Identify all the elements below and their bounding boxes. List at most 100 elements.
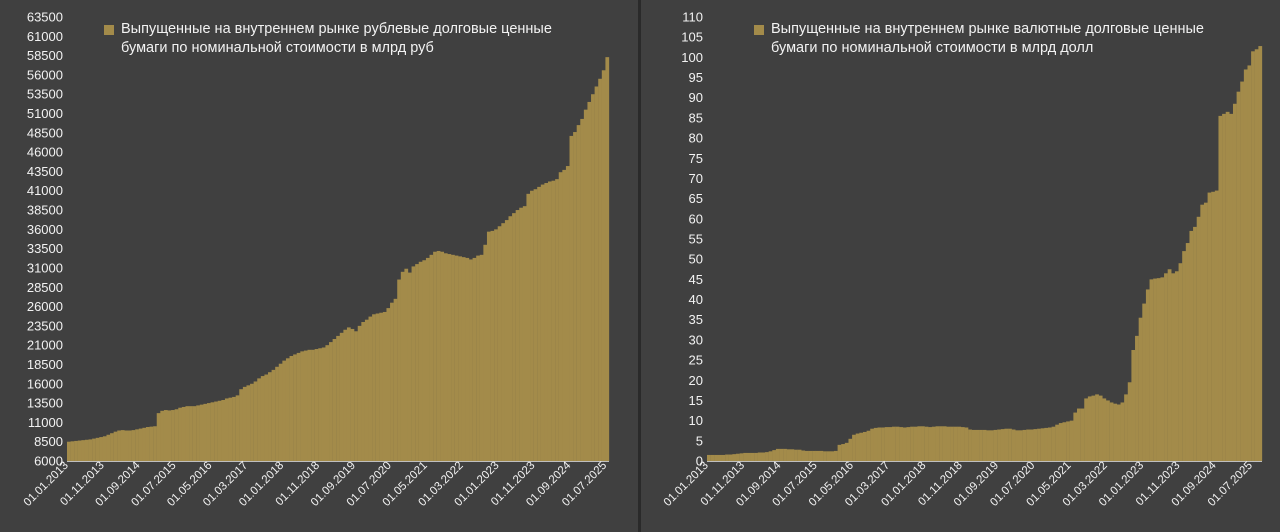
bar — [454, 255, 459, 461]
bar — [743, 452, 748, 461]
bar — [145, 427, 150, 461]
bar — [728, 454, 733, 461]
bar — [1113, 403, 1118, 461]
legend-rub: Выпущенные на внутреннем рынке рублевые … — [104, 20, 591, 58]
bar — [917, 426, 922, 461]
bar — [1127, 382, 1132, 461]
bar — [440, 251, 445, 461]
y-tick-label: 55 — [689, 232, 703, 247]
y-tick-label: 70 — [689, 171, 703, 186]
bar — [1193, 226, 1197, 461]
bar — [601, 70, 606, 461]
bar — [1160, 277, 1165, 461]
y-tick-label: 16000 — [27, 376, 63, 391]
bar — [765, 452, 769, 461]
bar — [339, 332, 344, 461]
bar — [804, 450, 809, 461]
bar — [214, 401, 218, 461]
chart-panel-usd: Выпущенные на внутреннем рынке валютные … — [641, 0, 1280, 532]
bar — [1116, 404, 1121, 461]
bar — [551, 180, 556, 461]
bar — [138, 428, 143, 461]
y-tick-label: 51000 — [27, 106, 63, 121]
bar — [997, 429, 1001, 461]
bar — [167, 410, 172, 461]
bar — [1189, 230, 1194, 461]
bar — [512, 213, 516, 461]
bar — [257, 378, 261, 461]
bar — [968, 429, 972, 461]
bar — [786, 449, 791, 461]
bar — [346, 327, 351, 461]
bar — [1200, 204, 1205, 461]
bar — [986, 430, 991, 461]
bar — [386, 308, 391, 461]
y-tick-label: 6000 — [34, 454, 63, 469]
bar — [246, 385, 251, 461]
bar — [364, 319, 369, 461]
y-tick-label: 56000 — [27, 67, 63, 82]
bar — [321, 347, 326, 461]
y-tick-label: 95 — [689, 70, 703, 85]
bar — [99, 437, 104, 461]
bar — [95, 437, 100, 461]
bar — [1015, 430, 1020, 461]
bar — [504, 220, 509, 461]
bar — [354, 331, 358, 461]
bar — [594, 86, 599, 461]
bar — [289, 355, 294, 461]
bar — [746, 452, 751, 461]
y-tick-label: 85 — [689, 110, 703, 125]
bar — [400, 271, 405, 461]
bar — [343, 329, 348, 461]
y-tick-label: 38500 — [27, 203, 63, 218]
bar — [113, 431, 118, 461]
bar — [221, 400, 226, 461]
bar — [282, 360, 287, 461]
y-tick-label: 15 — [689, 393, 703, 408]
bar — [67, 441, 71, 461]
bar — [1131, 350, 1136, 461]
bar — [199, 404, 204, 461]
bar — [390, 302, 394, 461]
bar — [761, 452, 766, 461]
bar — [271, 369, 276, 461]
y-tick-label: 45 — [689, 272, 703, 287]
bar — [92, 438, 96, 461]
bar — [242, 386, 247, 461]
bar — [1091, 395, 1096, 461]
bar — [275, 366, 279, 461]
bar — [982, 429, 987, 461]
bar — [895, 426, 900, 461]
bar — [1222, 113, 1226, 462]
y-tick-label: 26000 — [27, 299, 63, 314]
bar — [1225, 111, 1230, 461]
bar — [848, 438, 853, 461]
bar — [714, 454, 719, 461]
bar — [1102, 398, 1107, 461]
bar — [1084, 398, 1089, 461]
bar — [1236, 91, 1241, 462]
y-tick-label: 0 — [696, 454, 703, 469]
bar — [519, 207, 523, 461]
bar — [928, 427, 933, 461]
bar — [576, 125, 581, 461]
chart-rub: 6000 8500 11000 13500 16000 18500 21000 23500 26… — [22, 10, 610, 509]
bar — [1207, 192, 1212, 461]
bar — [906, 427, 911, 461]
bar — [837, 444, 842, 461]
bar — [935, 426, 940, 461]
bar — [888, 427, 893, 461]
bar — [946, 426, 951, 461]
bar — [1229, 113, 1234, 462]
bar — [801, 450, 806, 461]
bar — [278, 363, 283, 461]
bar — [361, 322, 366, 461]
bar — [508, 216, 513, 461]
bar — [264, 374, 269, 461]
bar — [960, 427, 965, 461]
y-tick-label: 90 — [689, 90, 703, 105]
y-tick-label: 46000 — [27, 145, 63, 160]
bar — [939, 426, 943, 461]
y-tick-label: 28500 — [27, 280, 63, 295]
